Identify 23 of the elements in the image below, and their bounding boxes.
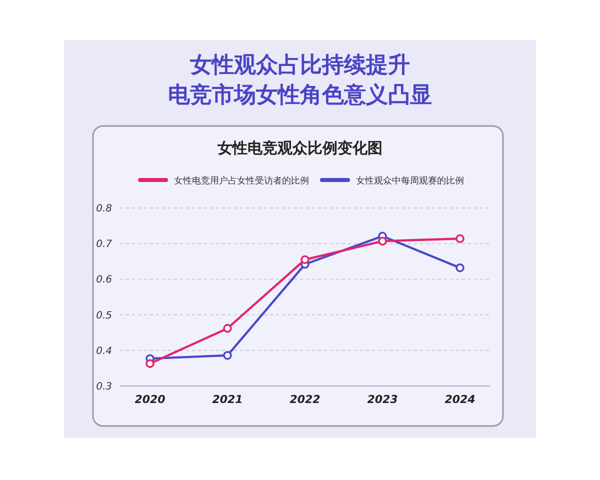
point <box>300 255 310 264</box>
text: 女性电竞观众比例变化图 <box>216 139 382 157</box>
x-tick-label: 2024 <box>444 393 476 406</box>
x-tick-label: 2022 <box>290 393 321 406</box>
y-tick-label: 0.4 <box>96 346 112 357</box>
point <box>146 359 154 368</box>
point <box>378 236 387 246</box>
x-tick-label: 2023 <box>367 393 398 406</box>
legend-label: 女性观众中每周观赛的比例 <box>356 176 464 186</box>
chart-subtitle: 电竞市场女性角色意义凸显 <box>168 82 432 108</box>
y-tick-label: 0.6 <box>96 274 112 286</box>
y-tick-label: 0.8 <box>96 204 112 214</box>
chart-title: 女性观众占比持续提升 <box>189 53 410 78</box>
y-tick-label: 0.3 <box>96 382 112 392</box>
legend-label: 女性电竞用户占女性受访者的比例 <box>174 176 309 186</box>
point <box>223 324 232 333</box>
x-tick-label: 2021 <box>212 393 243 406</box>
point <box>456 263 464 272</box>
y-tick-label: 0.7 <box>96 239 113 250</box>
point <box>456 234 464 244</box>
y-tick-label: 0.5 <box>96 310 112 322</box>
x-tick-label: 2020 <box>134 393 166 406</box>
point <box>223 350 232 360</box>
